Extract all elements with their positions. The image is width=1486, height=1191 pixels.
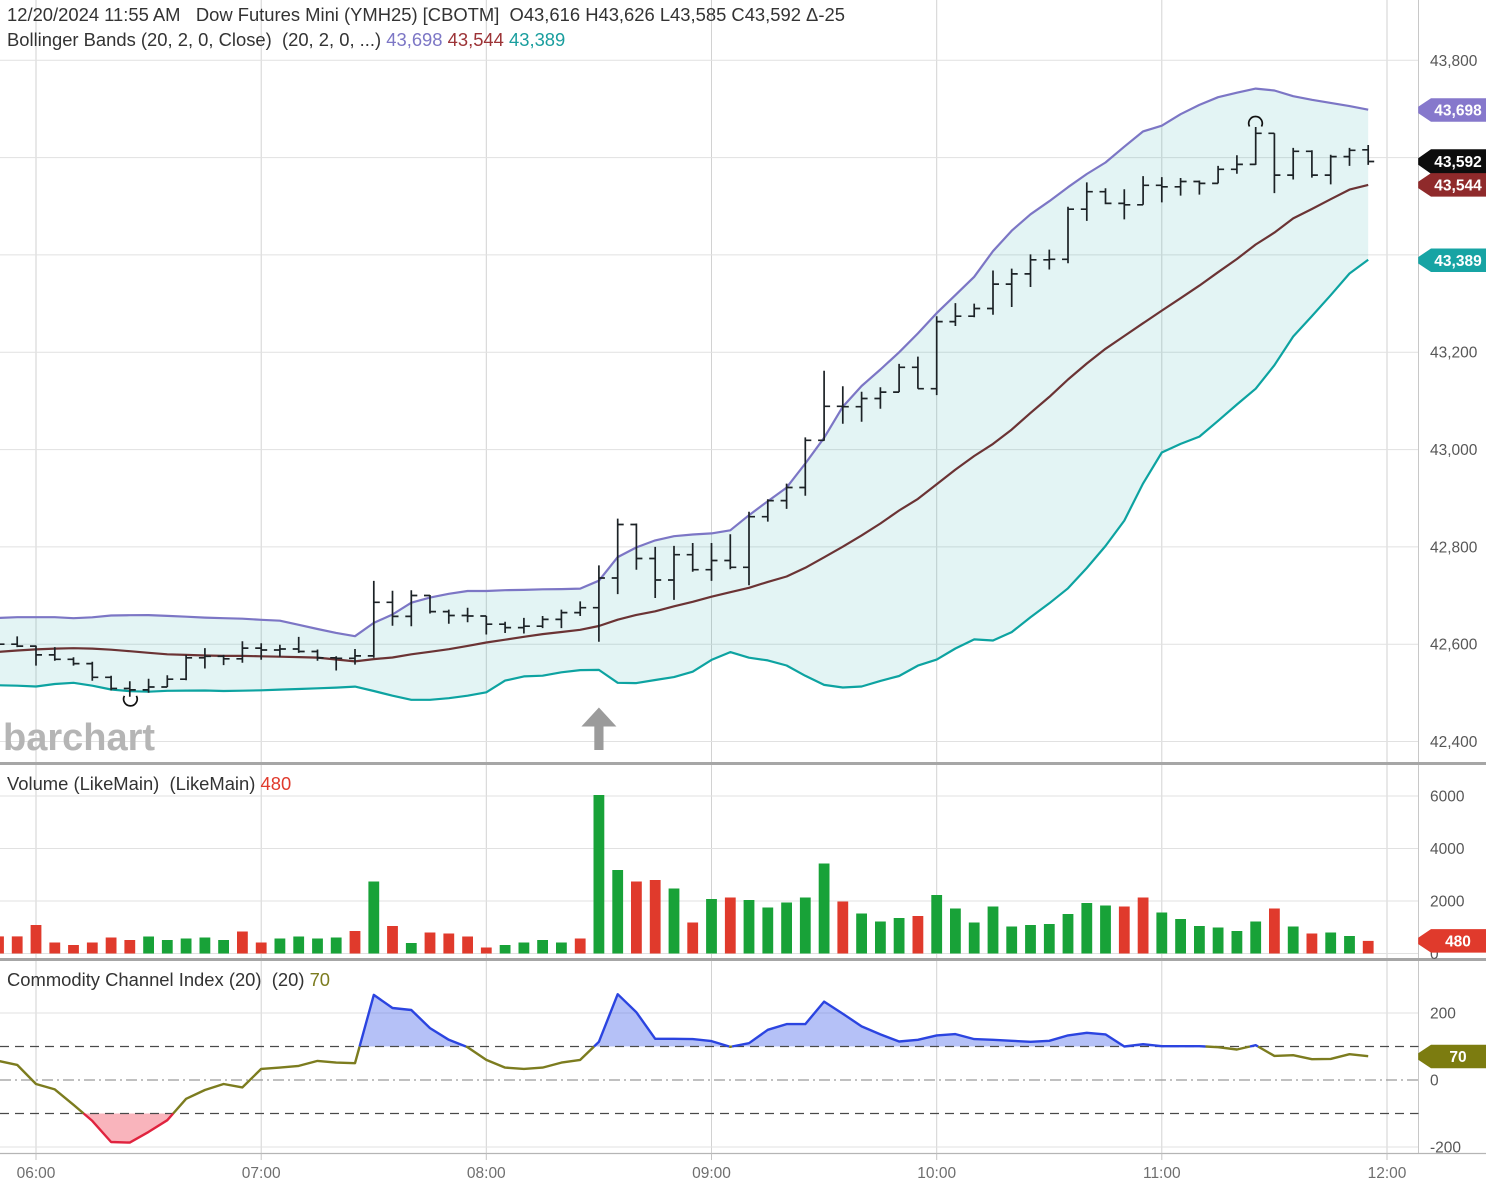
svg-text:43,000: 43,000 <box>1430 442 1478 459</box>
svg-text:0: 0 <box>1430 1073 1439 1090</box>
svg-text:06:00: 06:00 <box>17 1165 56 1182</box>
svg-text:70: 70 <box>1449 1049 1466 1066</box>
svg-text:42,400: 42,400 <box>1430 734 1478 751</box>
svg-text:43,698: 43,698 <box>1434 102 1482 119</box>
svg-text:08:00: 08:00 <box>467 1165 506 1182</box>
svg-text:Commodity Channel Index (20): Commodity Channel Index (20) (20) 70 <box>7 969 330 990</box>
svg-text:Volume (LikeMain) (LikeMain): Volume (LikeMain) (LikeMain) 480 <box>7 773 291 794</box>
svg-text:0: 0 <box>1430 946 1439 963</box>
svg-text:6000: 6000 <box>1430 789 1465 806</box>
svg-text:12:00: 12:00 <box>1368 1165 1407 1182</box>
svg-text:-200: -200 <box>1430 1140 1461 1157</box>
svg-text:42,600: 42,600 <box>1430 637 1478 654</box>
svg-text:43,592: 43,592 <box>1434 154 1481 171</box>
svg-text:barchart: barchart <box>3 717 155 759</box>
svg-text:11:00: 11:00 <box>1143 1165 1181 1182</box>
svg-text:2000: 2000 <box>1430 894 1465 911</box>
svg-text:43,200: 43,200 <box>1430 345 1478 362</box>
svg-text:12/20/2024 11:55 AM Dow Futu: 12/20/2024 11:55 AM Dow Futures Mini (YM… <box>7 4 845 25</box>
svg-text:480: 480 <box>1445 933 1471 950</box>
svg-text:09:00: 09:00 <box>692 1165 731 1182</box>
svg-text:Bollinger Bands (20, 2, 0, Clo: Bollinger Bands (20, 2, 0, Close) (20, 2… <box>7 29 565 50</box>
svg-text:43,800: 43,800 <box>1430 53 1478 70</box>
svg-text:200: 200 <box>1430 1006 1456 1023</box>
svg-text:42,800: 42,800 <box>1430 539 1478 556</box>
svg-text:4000: 4000 <box>1430 841 1465 858</box>
svg-text:43,544: 43,544 <box>1434 177 1482 194</box>
svg-text:07:00: 07:00 <box>242 1165 281 1182</box>
svg-text:10:00: 10:00 <box>917 1165 956 1182</box>
svg-text:43,389: 43,389 <box>1434 253 1482 270</box>
